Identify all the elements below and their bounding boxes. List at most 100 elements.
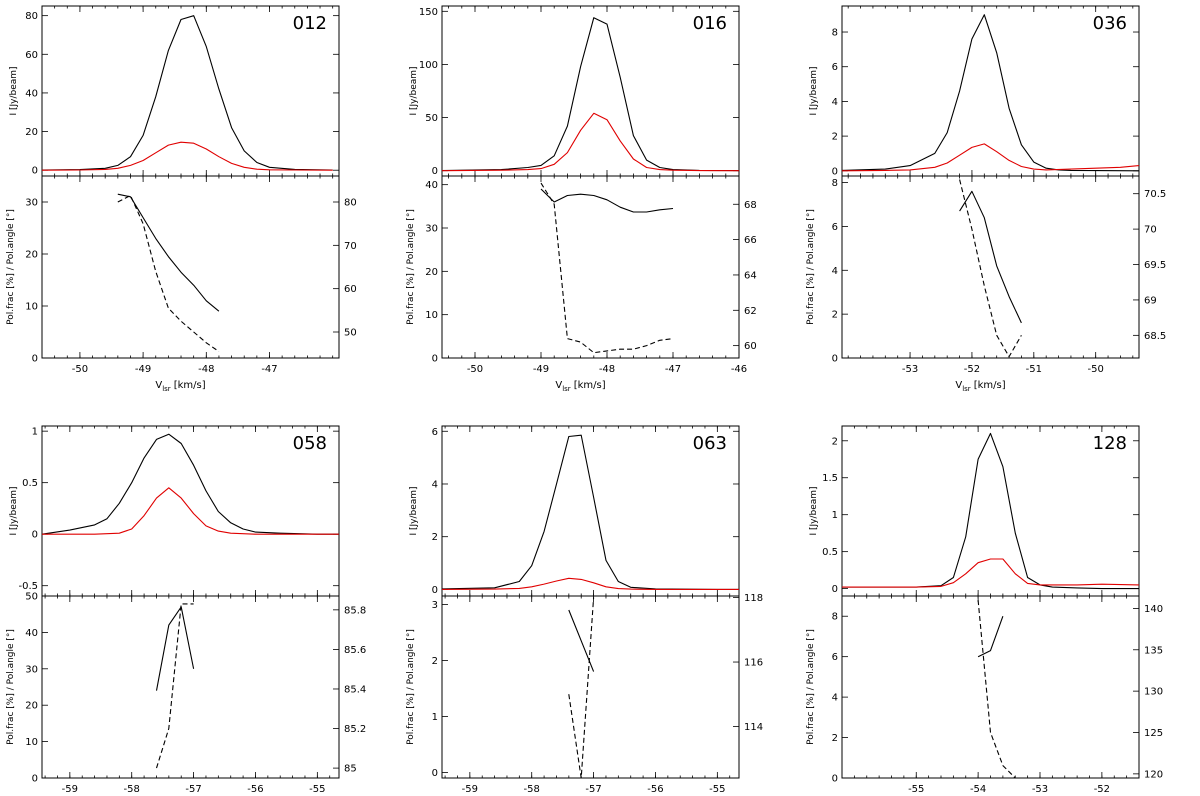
polarization-y2-tick-label: 62	[744, 306, 757, 317]
velocity-axis-label: Vlsr [km/s]	[555, 380, 605, 393]
intensity-axis-label: I [Jy/beam]	[9, 486, 19, 535]
polarization-x-tick-label: -50	[1088, 364, 1104, 375]
polarization-x-tick-label: -53	[902, 364, 918, 375]
velocity-axis-label-subscript: lsr	[162, 385, 171, 393]
polarization-y2-tick-label: 114	[744, 722, 763, 733]
intensity-y-tick-label: 60	[25, 50, 38, 61]
polarization-x-tick-label: -55	[908, 784, 924, 795]
polarization-y2-tick-label: 70	[344, 241, 357, 252]
polarization-x-tick-label: -48	[198, 364, 214, 375]
polarization-x-tick-label: -58	[524, 784, 540, 795]
chart-panel-128: 0 0.5 1 1.5 2 128 I [Jy/beam] -55 -54 -53 -52 0 2 4 6 8…	[806, 425, 1163, 795]
polarization-y2-tick-label: 120	[1144, 769, 1163, 780]
polarization-x-tick-label: -56	[247, 784, 263, 795]
source-id-label: 058	[293, 433, 327, 454]
polarization-y-tick-label: 2	[832, 310, 838, 321]
polarization-y-tick-label: 0	[832, 354, 838, 365]
stokes-i-line	[841, 14, 1140, 172]
polarization-x-tick-label: -59	[62, 784, 78, 795]
chart-panel-016: 0 50 100 150 016 I [Jy/beam] -50 -49 -48 -47 -46 0 1…	[406, 5, 757, 393]
source-id-label: 128	[1093, 433, 1127, 454]
intensity-y-tick-label: 0.5	[822, 547, 838, 558]
polarization-y-tick-label: 2	[432, 656, 438, 667]
polarization-y-tick-label: 8	[832, 612, 838, 623]
polarization-x-tick-label: -49	[533, 364, 549, 375]
stokes-i-line	[41, 15, 333, 171]
polarization-y-tick-label: 30	[425, 224, 438, 235]
pol-angle-line	[959, 179, 1022, 358]
intensity-axis-label: I [Jy/beam]	[809, 66, 819, 115]
polarization-y-tick-label: 6	[832, 652, 838, 663]
polarization-axis-label: Pol.frac [%] / Pol.angle [°]	[6, 209, 16, 325]
velocity-axis-label-subscript: lsr	[962, 385, 971, 393]
velocity-axis-label-unit: [km/s]	[974, 380, 1006, 391]
polarization-axis-label: Pol.frac [%] / Pol.angle [°]	[406, 209, 416, 325]
intensity-y-tick-label: 50	[425, 113, 438, 124]
intensity-y-tick-label: 150	[419, 7, 438, 18]
pol-fraction-line	[568, 609, 595, 672]
pol-fraction-line	[977, 616, 1004, 658]
pol-angle-line	[117, 194, 220, 352]
polarized-intensity-line	[41, 141, 333, 171]
pol-angle-line	[977, 600, 1016, 779]
polarization-y-tick-label: 6	[832, 222, 838, 233]
polarization-frame	[841, 595, 1140, 779]
source-id-label: 012	[293, 13, 327, 34]
intensity-y-tick-label: 2	[432, 532, 438, 543]
pol-fraction-line	[117, 193, 220, 312]
polarized-intensity-line	[441, 577, 739, 590]
intensity-y-tick-label: 0	[832, 584, 838, 595]
polarization-x-tick-label: -56	[647, 784, 663, 795]
polarization-y-tick-label: 30	[25, 198, 38, 209]
stokes-i-line	[441, 17, 740, 172]
chart-panel-058: -0.5 0 0.5 1 058 I [Jy/beam] -59 -58 -57 -56 -55 0 1…	[6, 425, 366, 795]
intensity-axis-label: I [Jy/beam]	[809, 486, 819, 535]
intensity-y-tick-label: 4	[832, 97, 838, 108]
polarized-intensity-line	[841, 143, 1140, 172]
intensity-axis-label: I [Jy/beam]	[409, 486, 419, 535]
polarization-x-tick-label: -49	[135, 364, 151, 375]
polarization-y2-tick-label: 69	[1144, 295, 1157, 306]
polarization-x-tick-label: -55	[709, 784, 725, 795]
polarization-y-tick-label: 10	[25, 302, 38, 313]
polarization-y2-tick-label: 116	[744, 658, 763, 669]
polarization-y-tick-label: 4	[832, 693, 838, 704]
velocity-axis-label: Vlsr [km/s]	[155, 380, 205, 393]
polarization-y2-tick-label: 118	[744, 593, 763, 604]
polarization-x-tick-label: -53	[1032, 784, 1048, 795]
intensity-y-tick-label: 40	[25, 88, 38, 99]
intensity-y-tick-label: 20	[25, 127, 38, 138]
polarization-y-tick-label: 1	[432, 712, 438, 723]
polarization-y2-tick-label: 68	[744, 200, 757, 211]
polarization-y2-tick-label: 85.2	[344, 724, 366, 735]
polarization-y-tick-label: 0	[432, 768, 438, 779]
intensity-y-tick-label: 8	[832, 28, 838, 39]
polarization-y-tick-label: 0	[432, 354, 438, 365]
intensity-y-tick-label: 100	[419, 60, 438, 71]
intensity-y-tick-label: 0	[32, 166, 38, 177]
polarization-y-tick-label: 40	[425, 180, 438, 191]
chart-panel-036: 0 2 4 6 8 036 I [Jy/beam] -53 -52 -51 -50 0 2 4 6 8 68.5…	[806, 5, 1166, 393]
velocity-axis-label-main: V	[955, 380, 962, 391]
polarization-frame	[41, 175, 340, 359]
polarization-y2-tick-label: 60	[344, 284, 357, 295]
velocity-axis-label-main: V	[555, 380, 562, 391]
velocity-axis-label-subscript: lsr	[562, 385, 571, 393]
velocity-axis-label-unit: [km/s]	[174, 380, 206, 391]
polarization-y-tick-label: 2	[832, 733, 838, 744]
polarization-x-tick-label: -47	[261, 364, 277, 375]
intensity-y-tick-label: 6	[432, 427, 438, 438]
polarization-y-tick-label: 8	[832, 178, 838, 189]
polarized-intensity-line	[842, 558, 1140, 588]
pol-angle-line	[568, 597, 595, 779]
polarization-y-tick-label: 4	[832, 266, 838, 277]
polarization-y2-tick-label: 85.6	[344, 645, 366, 656]
intensity-y-tick-label: 6	[832, 62, 838, 73]
polarization-x-tick-label: -57	[185, 784, 201, 795]
intensity-y-tick-label: 1.5	[822, 473, 838, 484]
polarization-y-tick-label: 40	[25, 628, 38, 639]
intensity-axis-label: I [Jy/beam]	[409, 66, 419, 115]
polarization-y-tick-label: 0	[832, 774, 838, 785]
polarization-y-tick-label: 20	[425, 267, 438, 278]
polarization-axis-label: Pol.frac [%] / Pol.angle [°]	[806, 209, 816, 325]
